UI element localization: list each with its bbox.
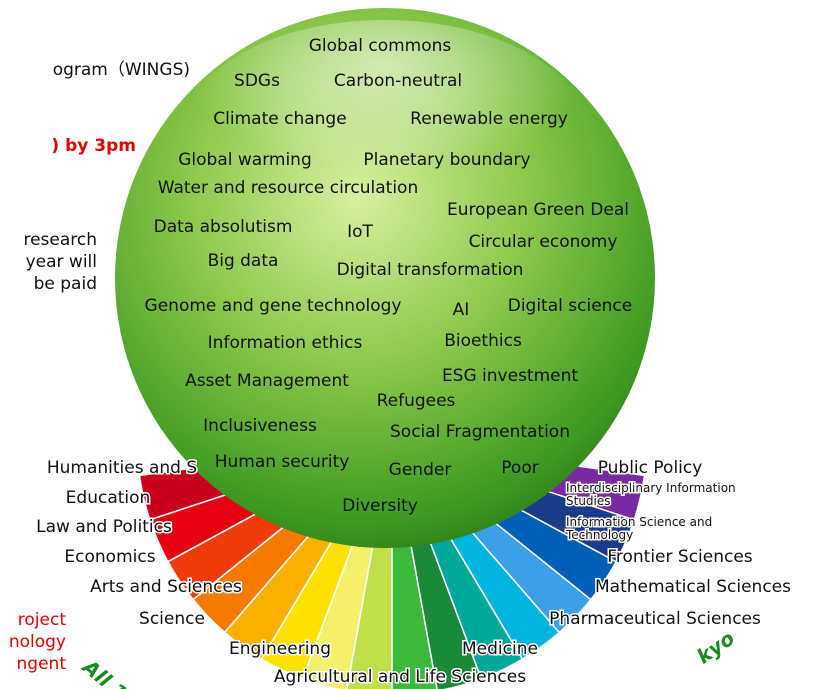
keyword: ESG investment bbox=[442, 366, 578, 386]
keyword: European Green Deal bbox=[447, 200, 629, 220]
keyword: Water and resource circulation bbox=[158, 178, 419, 198]
keyword: Climate change bbox=[213, 109, 346, 129]
keyword: SDGs bbox=[234, 71, 280, 91]
side-text: be paid bbox=[34, 274, 97, 294]
faculty-label: Engineering bbox=[229, 639, 331, 659]
faculty-label: Interdisciplinary Information Studies bbox=[566, 481, 736, 508]
keyword: Planetary boundary bbox=[363, 150, 530, 170]
keyword: Bioethics bbox=[444, 331, 522, 351]
fan-wedge bbox=[346, 439, 393, 689]
keyword: Digital transformation bbox=[337, 260, 524, 280]
keyword: Inclusiveness bbox=[203, 416, 317, 436]
keyword: Genome and gene technology bbox=[145, 296, 402, 316]
faculty-label: Science bbox=[139, 609, 205, 629]
keyword: IoT bbox=[347, 222, 373, 242]
faculty-label: Medicine bbox=[462, 639, 538, 659]
keyword: Global warming bbox=[178, 150, 312, 170]
keyword: Information ethics bbox=[208, 333, 363, 353]
arc-text: kyo bbox=[692, 626, 739, 669]
fan-wedge bbox=[391, 439, 438, 689]
keyword: Data absolutism bbox=[154, 217, 293, 237]
keyword: Diversity bbox=[342, 496, 418, 516]
keyword: Asset Management bbox=[185, 371, 349, 391]
faculty-label: Humanities and S bbox=[47, 458, 197, 478]
faculty-label: Frontier Sciences bbox=[607, 547, 752, 567]
keyword: Circular economy bbox=[469, 232, 618, 252]
keyword: Renewable energy bbox=[410, 109, 568, 129]
faculty-label: Public Policy bbox=[598, 458, 703, 478]
globe-highlight bbox=[185, 20, 585, 240]
keyword: Human security bbox=[215, 452, 350, 472]
side-text: ogram（WINGS) bbox=[53, 60, 190, 80]
faculty-label: Mathematical Sciences bbox=[595, 577, 791, 597]
faculty-label: Agricultural and Life Sciences bbox=[274, 667, 526, 687]
keyword: Global commons bbox=[309, 36, 452, 56]
side-text: ) by 3pm bbox=[51, 136, 136, 156]
faculty-label: Arts and Sciences bbox=[90, 577, 242, 597]
faculty-label: Education bbox=[66, 488, 151, 508]
arc-text: All 1 bbox=[77, 653, 132, 689]
keyword: Refugees bbox=[377, 391, 456, 411]
side-text: research bbox=[23, 230, 97, 250]
side-text: roject bbox=[18, 610, 67, 630]
keyword: Big data bbox=[208, 251, 279, 271]
keyword: Poor bbox=[501, 458, 538, 478]
keyword: AI bbox=[453, 300, 470, 320]
keyword: Gender bbox=[389, 460, 452, 480]
faculty-label: Pharmaceutical Sciences bbox=[549, 609, 761, 629]
faculty-label: Law and Politics bbox=[36, 517, 172, 537]
faculty-label: Economics bbox=[64, 547, 155, 567]
side-text: year will bbox=[26, 252, 97, 272]
side-text: nology bbox=[9, 632, 66, 652]
faculty-label: Information Science and Technology bbox=[565, 515, 712, 542]
keyword: Digital science bbox=[508, 296, 633, 316]
keyword: Social Fragmentation bbox=[390, 422, 570, 442]
keyword: Carbon-neutral bbox=[334, 71, 462, 91]
side-text: ngent bbox=[17, 654, 67, 674]
